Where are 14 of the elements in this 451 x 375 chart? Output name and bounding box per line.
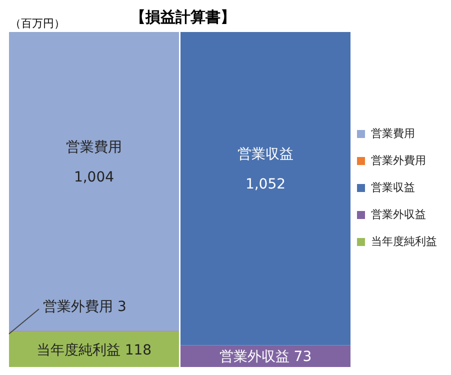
text: 営業外収益 73: [219, 349, 312, 366]
legend-label: 当年度純利益: [371, 234, 437, 249]
chart-title: 【損益計算書】: [130, 8, 236, 26]
y-axis-title: （百万円）: [10, 16, 65, 31]
text: 営業外費用 3: [43, 298, 126, 315]
text: 当年度純利益 118: [36, 342, 152, 358]
legend-label: 営業費用: [371, 126, 415, 141]
data-label: 1,004: [74, 169, 114, 186]
text: 営業費用: [66, 139, 122, 156]
legend-label: 営業収益: [371, 180, 415, 195]
legend-label: 営業外費用: [371, 153, 426, 168]
data-label: 1,052: [245, 176, 286, 193]
text: 営業収益: [238, 146, 294, 163]
legend-label: 営業外収益: [371, 207, 426, 222]
